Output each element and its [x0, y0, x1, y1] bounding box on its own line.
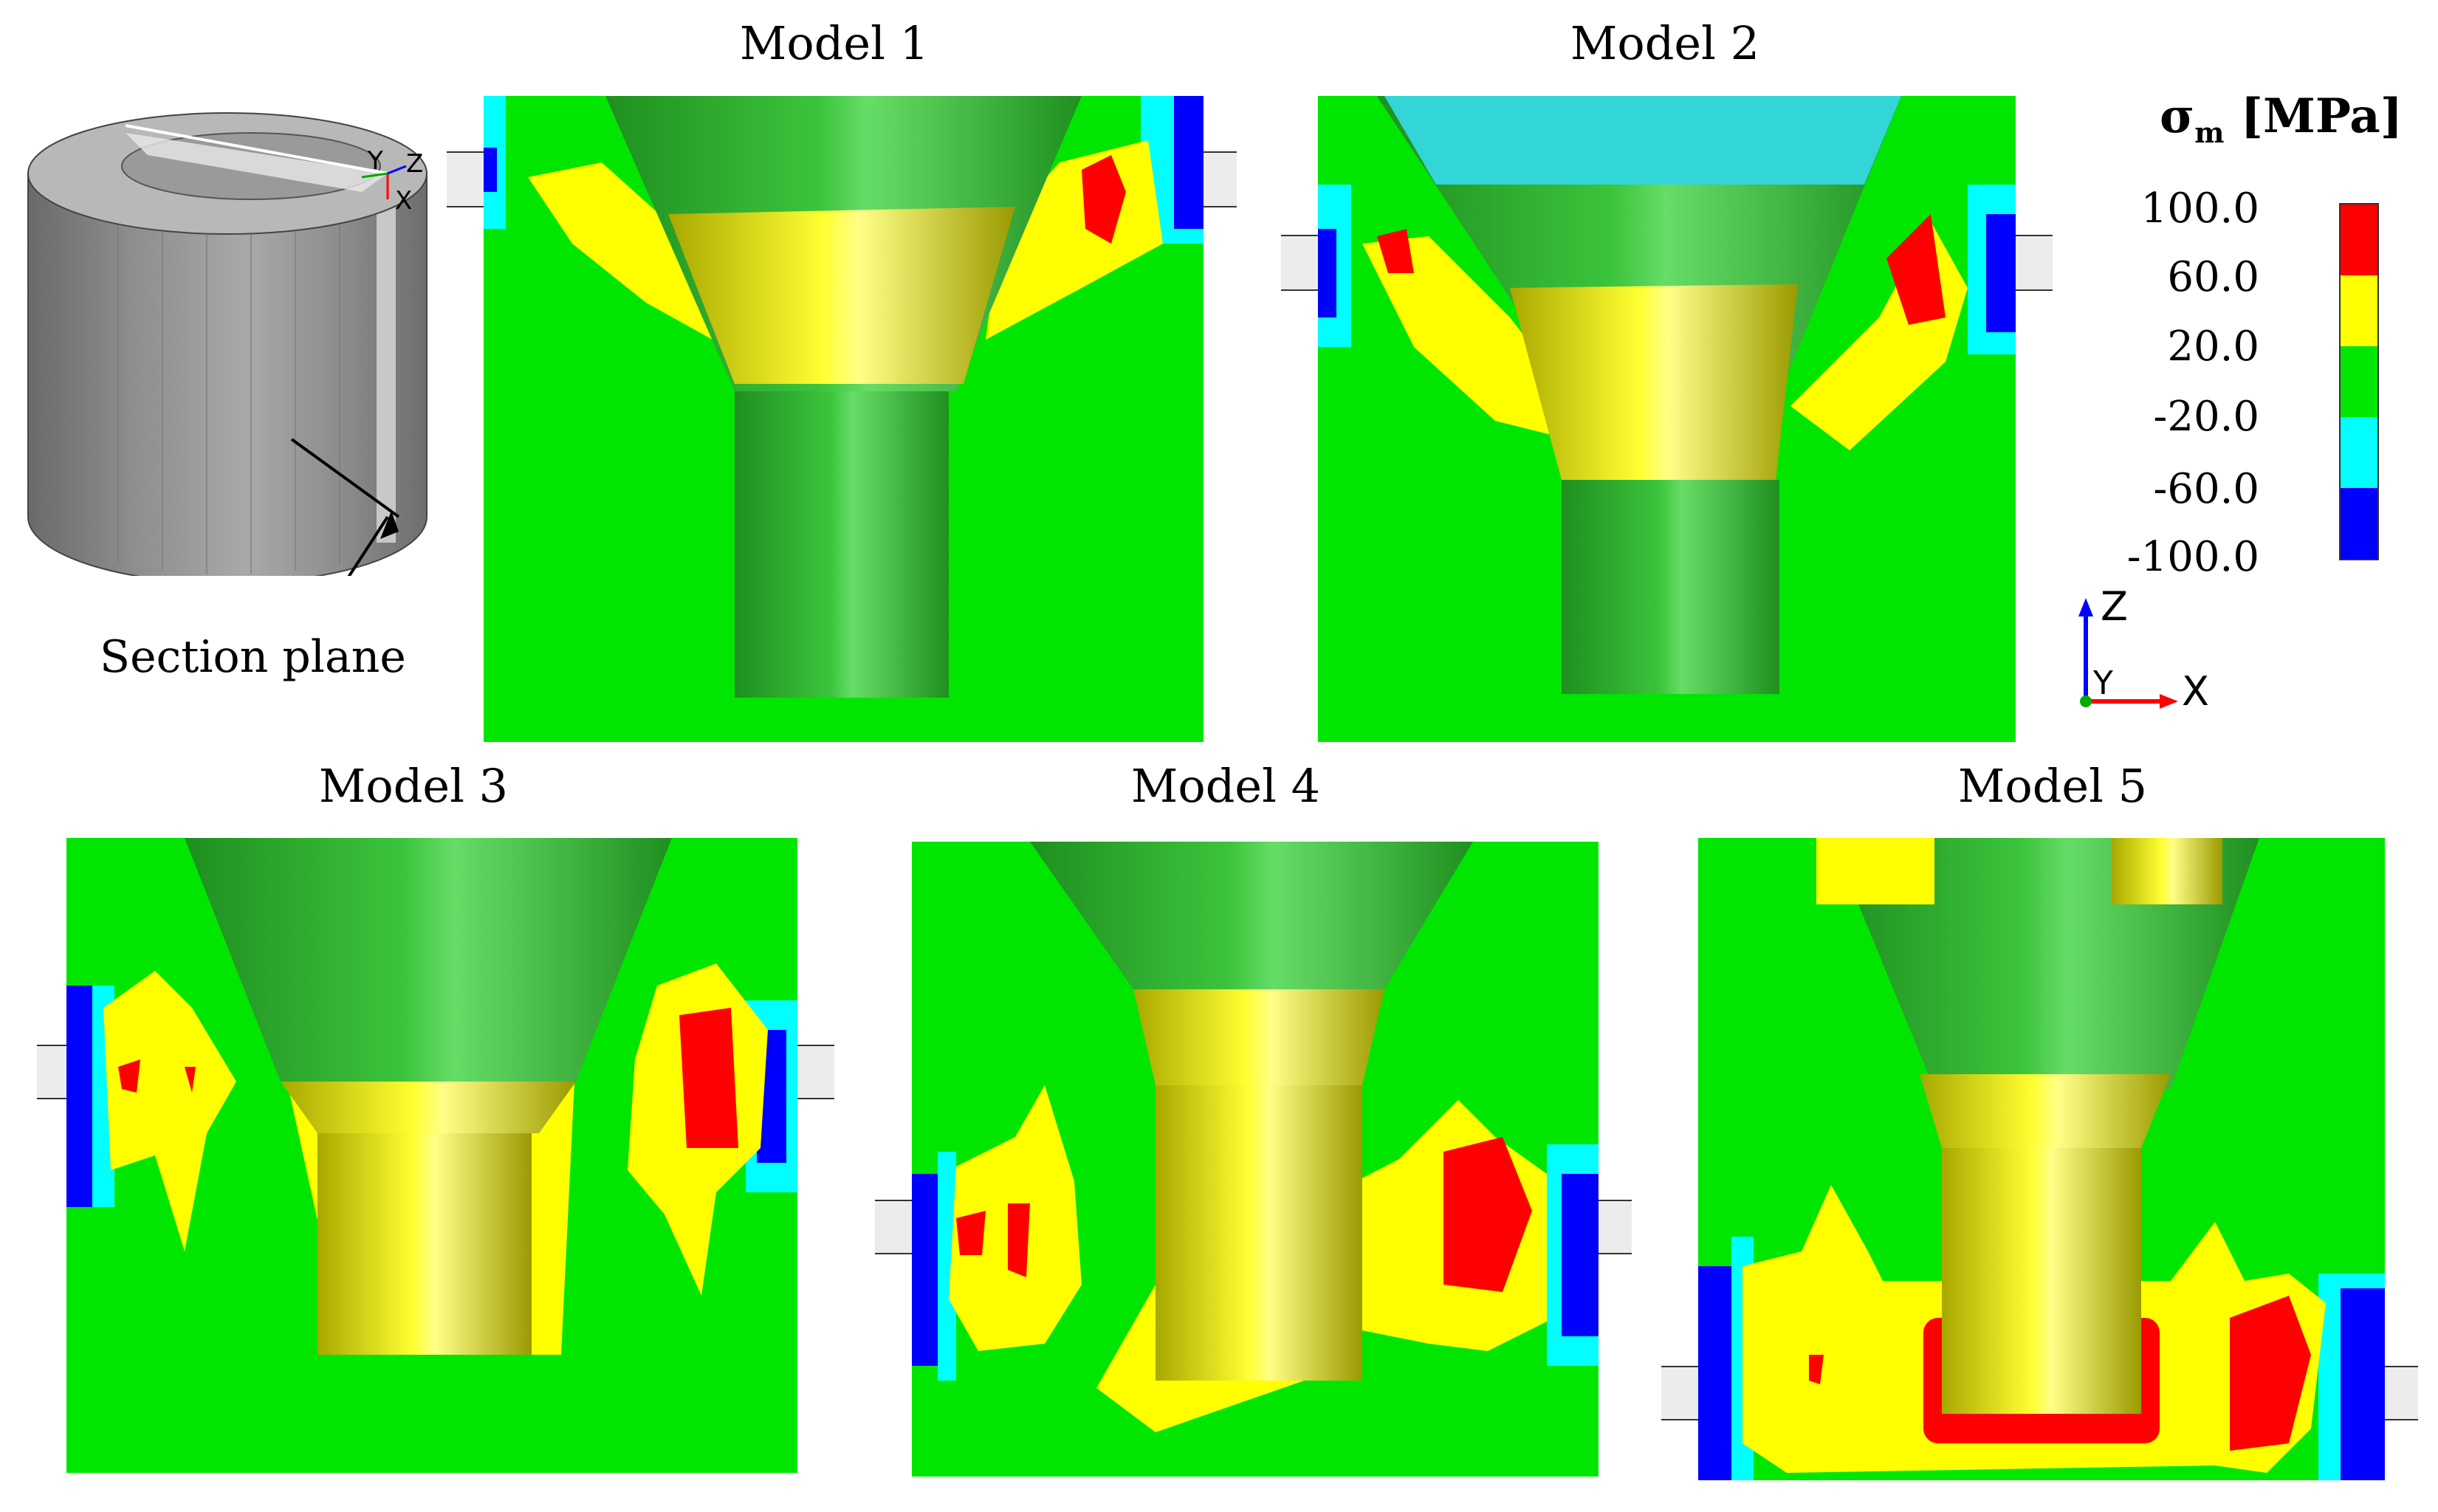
legend-title: σm [MPa] [2160, 89, 2403, 149]
model-1-title: Model 1 [739, 16, 930, 70]
legend-subscript: m [2194, 115, 2225, 149]
model-5-marker [1661, 1366, 1698, 1420]
axis-x-label: X [2182, 668, 2209, 715]
legend-swatch-red [2341, 205, 2377, 275]
model-3-panel [66, 838, 797, 1473]
model-4-panel [912, 842, 1599, 1477]
cylinder-drawing [27, 112, 427, 666]
model-5-title: Model 5 [1957, 759, 2148, 813]
cylinder-axis-y-label: Y [368, 146, 383, 176]
axis-z-label: Z [2101, 583, 2128, 630]
cylinder-axis-x-label: X [395, 186, 413, 216]
legend-tick-1: 60.0 [2167, 253, 2259, 301]
legend-swatch-yellow [2341, 275, 2377, 346]
coordinate-axes: Z Y X [2067, 583, 2215, 724]
model-2-title: Model 2 [1570, 16, 1760, 70]
model-3-marker-right [794, 1045, 834, 1099]
legend-swatch-cyan [2341, 417, 2377, 488]
model-1-panel [484, 96, 1203, 742]
model-2-panel [1318, 96, 2016, 742]
legend-swatch-green [2341, 346, 2377, 417]
legend-unit: [MPa] [2240, 89, 2403, 144]
legend-colorbar [2339, 203, 2379, 560]
legend-tick-4: -60.0 [2153, 465, 2259, 513]
legend-symbol: σ [2160, 89, 2195, 144]
model-5-panel [1698, 838, 2385, 1480]
section-plane-label: Section plane [100, 631, 406, 683]
model-4-title: Model 4 [1130, 759, 1321, 813]
model-3-title: Model 3 [318, 759, 509, 813]
legend-swatch-blue [2341, 488, 2377, 559]
legend-tick-3: -20.0 [2153, 393, 2259, 441]
model-2-marker-right [2008, 235, 2053, 291]
cylinder-figure: Y Z X [15, 103, 450, 666]
cylinder-axis-z-label: Z [406, 149, 424, 179]
model-4-marker [875, 1200, 912, 1254]
legend-tick-0: 100.0 [2140, 185, 2259, 233]
axis-y-label: Y [2093, 664, 2113, 702]
legend-tick-2: 20.0 [2167, 323, 2259, 371]
legend-tick-5: -100.0 [2126, 533, 2259, 581]
